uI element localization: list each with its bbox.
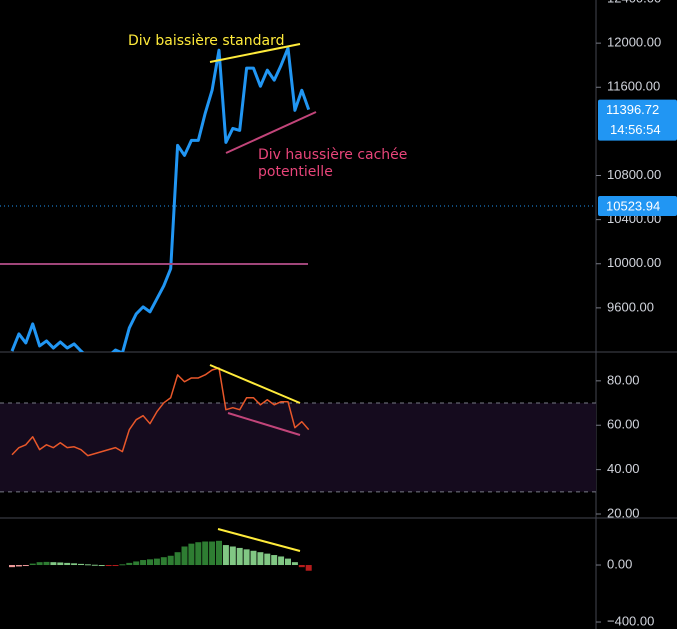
y-tick-label: 12400.00 (607, 0, 661, 5)
trend-line (227, 412, 301, 436)
annotation: potentielle (258, 164, 333, 180)
pane (9, 540, 312, 571)
line (10, 46, 311, 352)
histogram-bar (229, 546, 236, 566)
trend-line (225, 111, 317, 154)
histogram-bar (291, 562, 298, 566)
histogram-bar (236, 547, 243, 566)
histogram-bar (78, 563, 84, 566)
histogram-bar (153, 558, 160, 566)
price-label: 10523.94 (606, 198, 660, 213)
histogram-bar (119, 564, 126, 566)
annotation: Div haussière cachée (258, 147, 407, 163)
y-tick-label: 0.00 (607, 556, 632, 571)
y-tick-label: 11600.00 (607, 79, 660, 94)
histogram-bar (257, 552, 264, 566)
histogram-bar (181, 546, 188, 566)
histogram-bar (222, 545, 229, 566)
histogram-bar (264, 553, 271, 566)
histogram-bar (271, 555, 278, 566)
histogram-bar (112, 565, 119, 567)
y-tick-label: 12000.00 (607, 35, 661, 50)
histogram-bar (84, 564, 91, 566)
countdown-label: 14:56:54 (610, 122, 661, 137)
histogram-bar (29, 563, 36, 566)
histogram-bar (202, 541, 209, 566)
histogram-bar (9, 565, 15, 568)
last-price-label: 11396.72 (606, 102, 659, 117)
y-tick-label: 10800.00 (607, 167, 661, 182)
histogram-bar (91, 564, 98, 566)
trend-line (217, 528, 301, 552)
histogram-bar (167, 555, 174, 566)
histogram-bar (64, 562, 71, 566)
pane (10, 46, 311, 352)
histogram-bar (57, 562, 64, 566)
histogram-bar (140, 560, 147, 566)
histogram-bar (209, 541, 216, 566)
y-tick-label: 60.00 (607, 417, 640, 432)
histogram-bar (126, 562, 133, 566)
histogram-bar (174, 552, 181, 566)
trend-line (209, 43, 301, 63)
histogram-bar (278, 556, 285, 566)
price-box (598, 195, 677, 216)
histogram-bar (285, 558, 291, 566)
y-tick-label: −400.00 (607, 613, 654, 628)
histogram-bar (250, 550, 257, 566)
y-tick-label: 80.00 (607, 372, 640, 387)
trend-line (209, 364, 301, 404)
histogram-bar (50, 562, 57, 566)
histogram-bar (98, 565, 105, 567)
annotation: Div baissière standard (128, 33, 284, 49)
histogram-bar (15, 565, 22, 567)
band (0, 403, 596, 492)
histogram-bar (133, 561, 140, 566)
histogram-bar (105, 565, 112, 567)
histogram-bar (36, 562, 43, 566)
histogram-bar (188, 543, 195, 566)
histogram-bar (43, 561, 50, 566)
histogram-bar (298, 565, 305, 568)
histogram-bar (195, 542, 202, 566)
y-tick-label: 9600.00 (607, 299, 654, 314)
y-tick-label: 10000.00 (607, 255, 661, 270)
histogram-bar (22, 565, 29, 567)
y-tick-label: 40.00 (607, 461, 640, 476)
histogram-bar (147, 559, 153, 566)
histogram-bar (305, 565, 312, 571)
histogram-bar (243, 549, 250, 566)
histogram-bar (216, 540, 222, 566)
last-price-box (598, 99, 677, 141)
y-tick-label: 20.00 (607, 505, 640, 520)
histogram-bar (160, 557, 167, 566)
pane (0, 367, 596, 493)
histogram-bar (71, 563, 78, 566)
line (11, 367, 310, 457)
